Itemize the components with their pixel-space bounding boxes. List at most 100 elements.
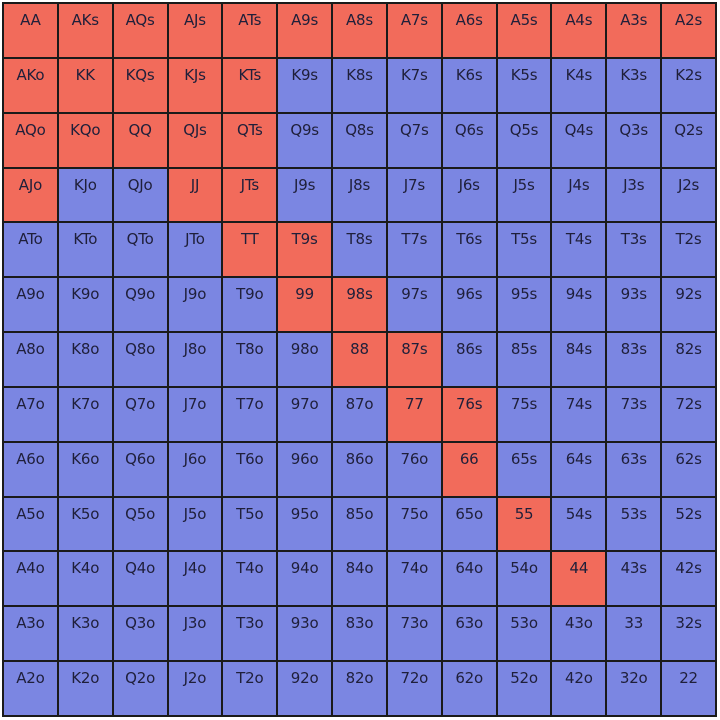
- hand-cell-qq[interactable]: QQ: [112, 112, 168, 168]
- hand-cell-87s[interactable]: 87s: [386, 332, 442, 387]
- hand-cell-73s[interactable]: 73s: [606, 386, 662, 442]
- hand-cell-j5o[interactable]: J5o: [167, 496, 223, 552]
- hand-cell-75o[interactable]: 75o: [386, 496, 442, 552]
- hand-cell-64o[interactable]: 64o: [441, 551, 497, 607]
- hand-cell-jj[interactable]: JJ: [167, 167, 223, 223]
- hand-cell-32s[interactable]: 32s: [661, 606, 716, 662]
- hand-cell-q9s[interactable]: Q9s: [277, 112, 333, 168]
- hand-cell-95o[interactable]: 95o: [277, 496, 333, 552]
- hand-cell-63s[interactable]: 63s: [606, 441, 662, 497]
- hand-cell-jto[interactable]: JTo: [167, 222, 223, 278]
- hand-cell-62s[interactable]: 62s: [661, 441, 716, 497]
- hand-cell-93o[interactable]: 93o: [277, 606, 333, 662]
- hand-cell-kts[interactable]: KTs: [222, 57, 278, 113]
- hand-cell-66[interactable]: 66: [441, 441, 497, 497]
- hand-cell-a9o[interactable]: A9o: [3, 277, 58, 333]
- hand-cell-j9s[interactable]: J9s: [277, 167, 333, 223]
- hand-cell-k3s[interactable]: K3s: [606, 57, 662, 113]
- hand-cell-q8s[interactable]: Q8s: [332, 112, 387, 168]
- hand-cell-72o[interactable]: 72o: [386, 661, 442, 716]
- hand-cell-a3s[interactable]: A3s: [606, 3, 662, 58]
- hand-cell-a4o[interactable]: A4o: [3, 551, 58, 607]
- hand-cell-t5s[interactable]: T5s: [496, 222, 552, 278]
- hand-cell-j2o[interactable]: J2o: [167, 661, 223, 716]
- hand-cell-52s[interactable]: 52s: [661, 496, 716, 552]
- hand-cell-t6s[interactable]: T6s: [441, 222, 497, 278]
- hand-cell-t7s[interactable]: T7s: [386, 222, 442, 278]
- hand-cell-t3s[interactable]: T3s: [606, 222, 662, 278]
- hand-cell-qjo[interactable]: QJo: [112, 167, 168, 223]
- hand-cell-q7o[interactable]: Q7o: [112, 386, 168, 442]
- hand-cell-85o[interactable]: 85o: [332, 496, 387, 552]
- hand-cell-94s[interactable]: 94s: [551, 277, 607, 333]
- hand-cell-84o[interactable]: 84o: [332, 551, 387, 607]
- hand-cell-42s[interactable]: 42s: [661, 551, 716, 607]
- hand-cell-k6s[interactable]: K6s: [441, 57, 497, 113]
- hand-cell-92o[interactable]: 92o: [277, 661, 333, 716]
- hand-cell-a8o[interactable]: A8o: [3, 332, 58, 387]
- hand-cell-q4o[interactable]: Q4o: [112, 551, 168, 607]
- hand-cell-j7o[interactable]: J7o: [167, 386, 223, 442]
- hand-cell-kk[interactable]: KK: [57, 57, 113, 113]
- hand-cell-t2o[interactable]: T2o: [222, 661, 278, 716]
- hand-cell-a4s[interactable]: A4s: [551, 3, 607, 58]
- hand-cell-j3o[interactable]: J3o: [167, 606, 223, 662]
- hand-cell-k6o[interactable]: K6o: [57, 441, 113, 497]
- hand-cell-a2o[interactable]: A2o: [3, 661, 58, 716]
- hand-cell-74s[interactable]: 74s: [551, 386, 607, 442]
- hand-cell-96s[interactable]: 96s: [441, 277, 497, 333]
- hand-cell-k8o[interactable]: K8o: [57, 332, 113, 387]
- hand-cell-65o[interactable]: 65o: [441, 496, 497, 552]
- hand-cell-65s[interactable]: 65s: [496, 441, 552, 497]
- hand-cell-q6s[interactable]: Q6s: [441, 112, 497, 168]
- hand-cell-a6o[interactable]: A6o: [3, 441, 58, 497]
- hand-cell-aqo[interactable]: AQo: [3, 112, 58, 168]
- hand-cell-k2o[interactable]: K2o: [57, 661, 113, 716]
- hand-cell-j8o[interactable]: J8o: [167, 332, 223, 387]
- hand-cell-33[interactable]: 33: [606, 606, 662, 662]
- hand-cell-k9s[interactable]: K9s: [277, 57, 333, 113]
- hand-cell-q5o[interactable]: Q5o: [112, 496, 168, 552]
- hand-cell-t4s[interactable]: T4s: [551, 222, 607, 278]
- hand-cell-k5s[interactable]: K5s: [496, 57, 552, 113]
- hand-cell-ajo[interactable]: AJo: [3, 167, 58, 223]
- hand-cell-98o[interactable]: 98o: [277, 332, 333, 387]
- hand-cell-q7s[interactable]: Q7s: [386, 112, 442, 168]
- hand-cell-a2s[interactable]: A2s: [661, 3, 716, 58]
- hand-cell-43s[interactable]: 43s: [606, 551, 662, 607]
- hand-cell-t4o[interactable]: T4o: [222, 551, 278, 607]
- hand-cell-a5s[interactable]: A5s: [496, 3, 552, 58]
- hand-cell-k3o[interactable]: K3o: [57, 606, 113, 662]
- hand-cell-96o[interactable]: 96o: [277, 441, 333, 497]
- hand-cell-74o[interactable]: 74o: [386, 551, 442, 607]
- hand-cell-42o[interactable]: 42o: [551, 661, 607, 716]
- hand-cell-76o[interactable]: 76o: [386, 441, 442, 497]
- hand-cell-q4s[interactable]: Q4s: [551, 112, 607, 168]
- hand-cell-kqo[interactable]: KQo: [57, 112, 113, 168]
- hand-cell-qto[interactable]: QTo: [112, 222, 168, 278]
- hand-cell-55[interactable]: 55: [496, 496, 552, 552]
- hand-cell-q9o[interactable]: Q9o: [112, 277, 168, 333]
- hand-cell-kto[interactable]: KTo: [57, 222, 113, 278]
- hand-cell-k7s[interactable]: K7s: [386, 57, 442, 113]
- hand-cell-95s[interactable]: 95s: [496, 277, 552, 333]
- hand-cell-82o[interactable]: 82o: [332, 661, 387, 716]
- hand-cell-82s[interactable]: 82s: [661, 332, 716, 387]
- hand-cell-j9o[interactable]: J9o: [167, 277, 223, 333]
- hand-cell-j4s[interactable]: J4s: [551, 167, 607, 223]
- hand-cell-22[interactable]: 22: [661, 661, 716, 716]
- hand-cell-t6o[interactable]: T6o: [222, 441, 278, 497]
- hand-cell-62o[interactable]: 62o: [441, 661, 497, 716]
- hand-cell-63o[interactable]: 63o: [441, 606, 497, 662]
- hand-cell-a7o[interactable]: A7o: [3, 386, 58, 442]
- hand-cell-j5s[interactable]: J5s: [496, 167, 552, 223]
- hand-cell-aks[interactable]: AKs: [57, 3, 113, 58]
- hand-cell-aqs[interactable]: AQs: [112, 3, 168, 58]
- hand-cell-83o[interactable]: 83o: [332, 606, 387, 662]
- hand-cell-q2s[interactable]: Q2s: [661, 112, 716, 168]
- hand-cell-j4o[interactable]: J4o: [167, 551, 223, 607]
- hand-cell-kjo[interactable]: KJo: [57, 167, 113, 223]
- hand-cell-a5o[interactable]: A5o: [3, 496, 58, 552]
- hand-cell-j2s[interactable]: J2s: [661, 167, 716, 223]
- hand-cell-94o[interactable]: 94o: [277, 551, 333, 607]
